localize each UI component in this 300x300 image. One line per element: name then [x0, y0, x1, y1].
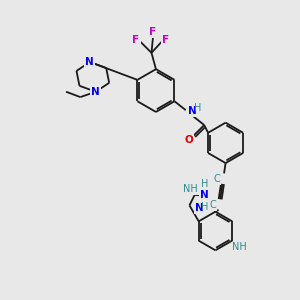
- Text: N: N: [195, 203, 204, 213]
- Text: H: H: [201, 179, 208, 189]
- Text: NH: NH: [183, 184, 198, 194]
- Text: N: N: [92, 87, 100, 97]
- Text: F: F: [163, 35, 170, 45]
- Text: H: H: [201, 202, 208, 212]
- Text: H: H: [194, 103, 202, 113]
- Text: C: C: [209, 200, 216, 209]
- Text: F: F: [149, 27, 157, 37]
- Text: O: O: [184, 136, 193, 146]
- Text: N: N: [200, 190, 209, 200]
- Text: F: F: [133, 35, 140, 45]
- Text: N: N: [188, 106, 196, 116]
- Text: N: N: [85, 57, 94, 67]
- Text: NH: NH: [232, 242, 247, 252]
- Text: C: C: [213, 174, 220, 184]
